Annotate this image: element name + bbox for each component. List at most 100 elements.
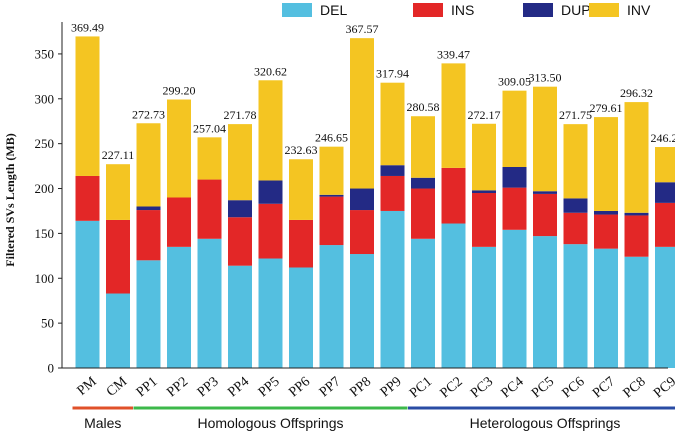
total-label-pc6: 271.75 [559,108,592,122]
bar-segment-dup-pc8 [624,212,649,216]
bar-segment-ins-pp4 [228,217,252,266]
bar-segment-del-cm [106,293,130,368]
group-label-heterologous-offsprings: Heterologous Offsprings [470,415,621,431]
y-tick-label: 50 [41,316,54,331]
bar-segment-del-pp5 [258,258,283,368]
x-tick-label-pp1: PP1 [134,374,161,400]
bar-segment-del-pc4 [502,229,527,368]
bar-segment-del-pp2 [167,246,191,368]
total-label-pp5: 320.62 [254,64,287,78]
bar-segment-inv-pm [75,36,100,176]
y-tick-label: 100 [35,271,55,286]
bar-segment-inv-pc6 [563,124,588,199]
bar-segment-ins-pc4 [502,187,527,230]
bar-stack-pc7: 279.61 [590,101,623,368]
total-label-pp8: 367.57 [346,22,379,36]
bar-segment-del-pp4 [228,265,252,368]
bar-stack-pc9: 246.25 [651,131,675,368]
bar-segment-inv-pc4 [502,90,527,167]
legend-swatch-inv [589,3,619,17]
x-tick-label-pc9: PC9 [651,374,675,401]
x-tick-label-pp7: PP7 [317,374,344,400]
bar-segment-del-pp6 [289,267,313,368]
bar-segment-ins-pc1 [411,188,435,239]
total-label-pp9: 317.94 [376,67,409,81]
x-tick-label-pp2: PP2 [164,374,191,400]
bar-segment-inv-pc5 [533,86,557,192]
bar-segment-dup-pc5 [533,191,557,194]
total-label-pp4: 271.78 [224,108,257,122]
bar-segment-ins-pp9 [380,175,405,211]
total-label-pp2: 299.20 [163,84,196,98]
bar-segment-del-pp1 [136,260,161,368]
bar-segment-ins-pc6 [563,212,588,245]
bar-segment-dup-pp1 [136,206,161,211]
y-tick-label: 300 [35,91,55,106]
bar-stack-pp6: 232.63 [285,143,318,368]
bar-segment-del-pm [75,220,100,368]
legend-label-ins: INS [451,2,474,18]
legend-item-del: DEL [282,2,347,18]
bar-segment-ins-pm [75,175,100,221]
bar-segment-ins-pp6 [289,219,313,268]
bar-stack-cm: 227.11 [102,148,134,368]
bar-segment-ins-pc2 [441,167,466,224]
bar-segment-dup-pp9 [380,165,405,176]
total-label-pp7: 246.65 [315,131,348,145]
total-label-pp3: 257.04 [193,121,226,135]
x-tick-label-pc7: PC7 [590,374,618,401]
x-tick-label-pp5: PP5 [256,374,283,400]
x-tick-label-pc6: PC6 [560,374,588,401]
x-tick-label-pp4: PP4 [225,374,252,400]
y-tick-label: 0 [48,361,55,376]
y-axis-label: Filtered SVs Length (MB) [3,133,17,266]
bar-segment-inv-pc2 [441,63,466,168]
bar-segment-inv-pp8 [350,38,374,189]
x-tick-label-pp8: PP8 [347,374,374,400]
bar-stack-pp4: 271.78 [224,108,257,368]
bar-segment-dup-pp4 [228,200,252,218]
bar-segment-dup-pc6 [563,198,588,213]
group-heterologous-offsprings: Heterologous Offsprings [408,406,675,431]
bar-stack-pp1: 272.73 [132,107,165,368]
legend-item-ins: INS [413,2,474,18]
bar-segment-inv-pp3 [197,137,222,180]
group-homologous-offsprings: Homologous Offsprings [133,406,408,431]
bar-stack-pc4: 309.05 [498,75,531,368]
group-label-homologous-offsprings: Homologous Offsprings [197,415,343,431]
bar-segment-ins-cm [106,219,130,294]
bar-segment-ins-pp3 [197,179,222,239]
x-tick-label-pc8: PC8 [621,374,649,401]
bar-stack-pp2: 299.20 [163,84,196,368]
bar-segment-del-pp9 [380,210,405,368]
bar-segment-dup-pc7 [594,210,618,215]
bar-segment-del-pc7 [594,248,618,368]
bar-segment-del-pc8 [624,256,649,368]
bar-segment-del-pc6 [563,244,588,368]
bar-segment-dup-pc4 [502,166,527,188]
bar-segment-ins-pc8 [624,215,649,257]
bar-segment-inv-pp4 [228,124,252,201]
x-tick-label-pp9: PP9 [378,374,405,400]
bar-segment-inv-cm [106,164,130,220]
x-tick-label-pc3: PC3 [468,374,496,401]
bar-stack-pc2: 339.47 [437,47,470,368]
legend-label-del: DEL [320,2,347,18]
bar-segment-ins-pc7 [594,214,618,249]
bar-segment-ins-pp7 [319,196,344,246]
bar-segment-inv-pp1 [136,123,161,207]
bar-segment-ins-pp5 [258,203,283,259]
x-axis: PM CM PP1 PP2 PP3 PP4 PP5 PP6 PP7 PP8 PP9 PC1 PC2 PC3… [62,367,675,401]
bar-stack-pp9: 317.94 [376,67,409,368]
group-males: Males [72,406,133,431]
bar-segment-ins-pp2 [167,197,191,247]
x-tick-label-pp6: PP6 [286,374,313,400]
bar-segment-inv-pc1 [411,116,435,178]
bar-segment-del-pc1 [411,238,435,368]
x-tick-label-pc2: PC2 [438,374,466,401]
bar-segment-inv-pp2 [167,99,191,198]
bar-segment-inv-pc3 [472,123,496,191]
bar-stack-pp7: 246.65 [315,131,348,368]
bar-stack-pp8: 367.57 [346,22,379,368]
